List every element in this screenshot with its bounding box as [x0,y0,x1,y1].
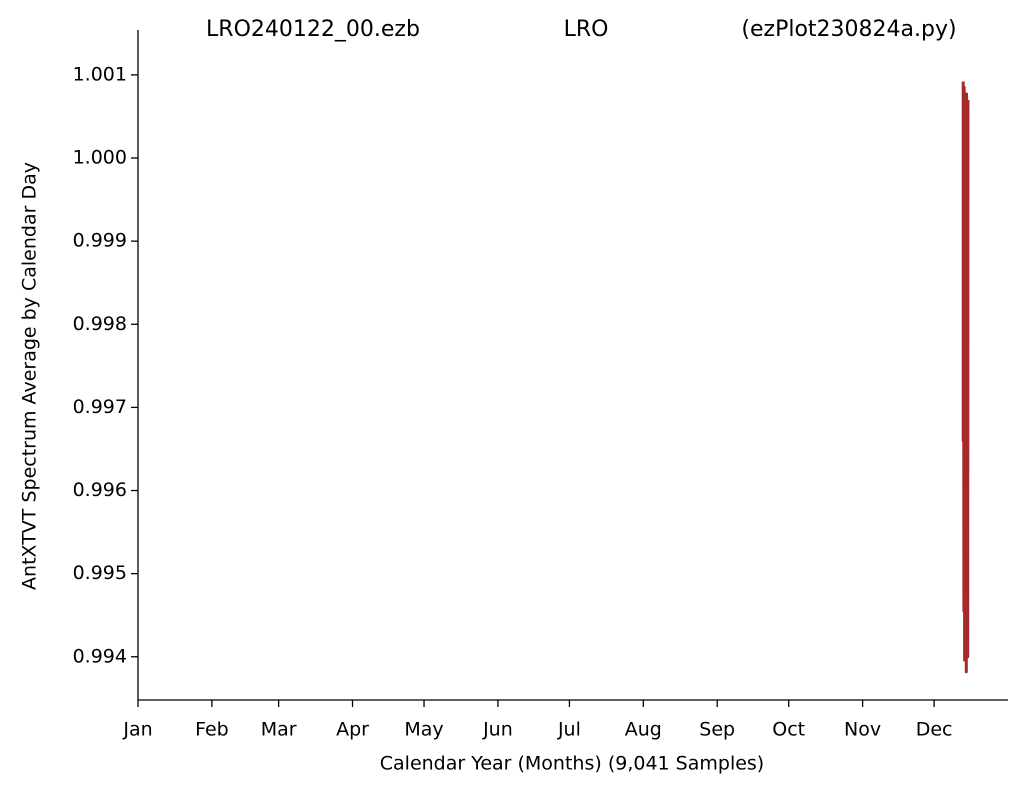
x-tick-label: May [404,719,443,741]
x-tick-label: Nov [844,719,881,741]
x-tick-label: Jan [122,719,152,741]
x-tick-label: Mar [261,719,297,741]
x-axis-label: Calendar Year (Months) (9,041 Samples) [380,753,764,775]
title-left: LRO240122_00.ezb [206,17,420,42]
data-line [961,81,970,674]
y-tick-label: 1.001 [73,63,127,85]
x-tick-label: Jul [557,719,581,741]
x-tick-label: Apr [336,719,369,741]
y-tick-label: 0.994 [73,645,127,667]
x-tick-label: Sep [699,719,735,741]
x-tick-label: Feb [195,719,229,741]
y-axis-label: AntXTVT Spectrum Average by Calendar Day [19,162,41,590]
x-tick-label: Jun [482,719,513,741]
x-tick-label: Dec [916,719,953,741]
x-tick-label: Aug [625,719,662,741]
y-tick-label: 0.998 [73,313,127,335]
x-tick-label: Oct [772,719,805,741]
y-tick-label: 0.997 [73,396,127,418]
y-tick-label: 0.995 [73,562,127,584]
title-center: LRO [564,17,609,42]
title-right: (ezPlot230824a.py) [741,17,956,42]
y-tick-label: 0.996 [73,479,127,501]
y-tick-label: 1.000 [73,147,127,169]
y-tick-label: 0.999 [73,230,127,252]
